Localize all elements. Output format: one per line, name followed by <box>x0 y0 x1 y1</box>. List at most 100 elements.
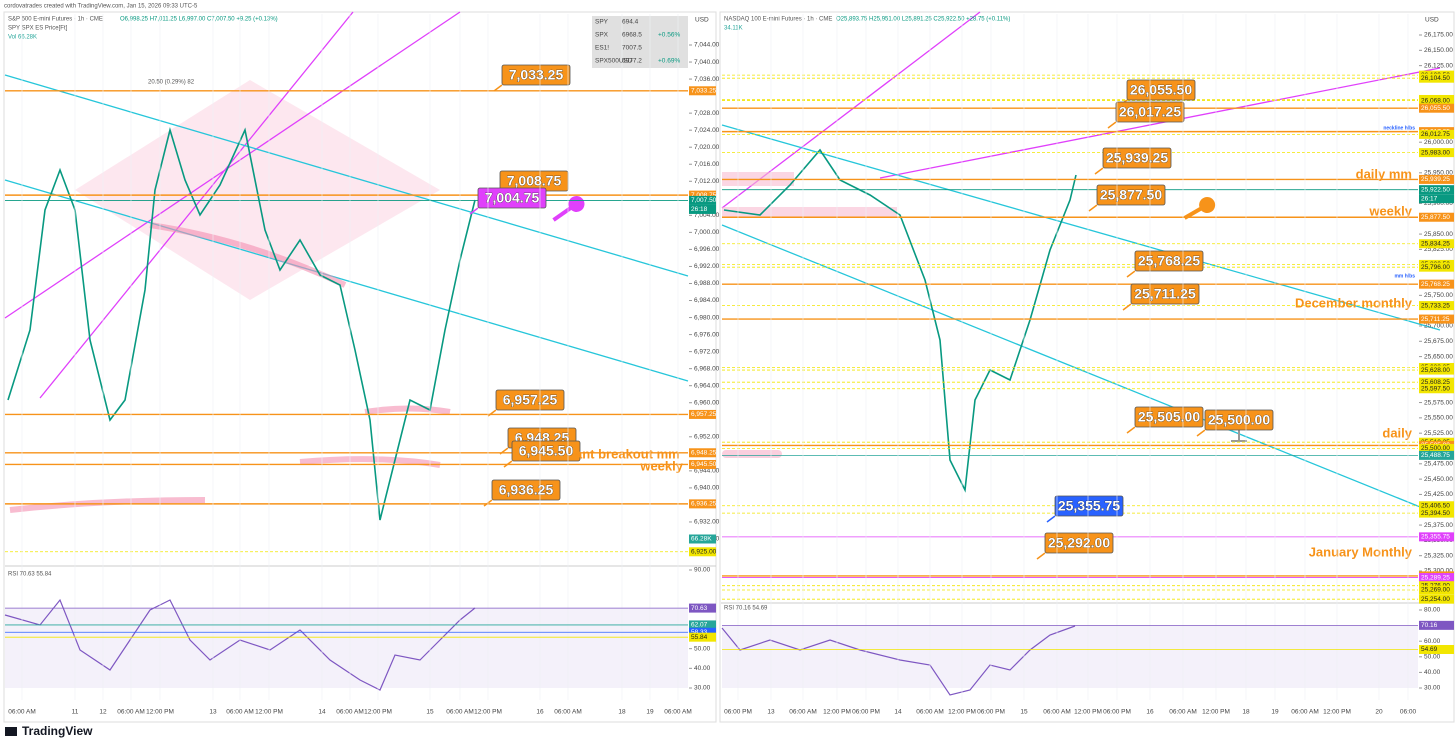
price-tick-label: 26,000.00 <box>1424 139 1453 146</box>
price-badge <box>689 499 716 509</box>
price-tick-label: 25,700.00 <box>1424 323 1453 330</box>
price-badge <box>1419 377 1454 387</box>
callout-pointer <box>1094 167 1104 175</box>
price-badge <box>1419 129 1454 139</box>
trend-line <box>879 67 1441 179</box>
price-badge <box>1419 573 1454 583</box>
time-label: 12:00 PM <box>255 709 283 716</box>
watchlist-cell: SPY <box>595 19 609 26</box>
price-badge <box>689 195 716 205</box>
rsi-badge-label: 54.69 <box>1421 646 1438 653</box>
callout-box <box>477 187 547 209</box>
price-badge <box>1419 594 1454 604</box>
indicator: SPY SPX ES Price[Ft] <box>8 26 68 32</box>
price-tick-label: 26,175.00 <box>1424 32 1453 39</box>
price-tick-label: 6,944.00 <box>694 468 720 475</box>
trend-line <box>721 124 1441 331</box>
rsi-band <box>722 626 1418 688</box>
watchlist-cell: 7007.5 <box>622 45 642 52</box>
callout-label: 25,939.25 <box>1106 150 1168 166</box>
time-label: 06:00 PM <box>977 709 1005 716</box>
price-badge <box>689 86 716 96</box>
time-label: 15 <box>426 709 434 716</box>
rsi-tick-label: 30.00 <box>1424 685 1441 692</box>
price-tick-label: 25,575.00 <box>1424 399 1453 406</box>
highlight-stroke <box>364 405 451 415</box>
callout-box <box>1134 250 1204 272</box>
note: ant breakout mm <box>575 446 680 461</box>
price-badge-label: 26,104.50 <box>1421 75 1450 82</box>
rsi-legend: RSI 70.63 55.84 <box>8 572 52 578</box>
price-badge-label: 25,355.75 <box>1421 534 1450 541</box>
note: mm hlbs <box>1394 273 1415 279</box>
price-tick-label: 6,960.00 <box>694 399 720 406</box>
volume-legend: Vol 66.28K <box>8 35 37 41</box>
price-badge <box>1419 384 1454 394</box>
highlight-stroke <box>9 497 206 513</box>
time-label: 06:00 AM <box>554 709 581 716</box>
time-label: 06:00 AM <box>1291 709 1318 716</box>
price-badge-label: 25,254.00 <box>1421 596 1450 603</box>
brand-logo <box>5 727 17 736</box>
price-badge <box>1419 279 1454 289</box>
callout-label: 25,355.75 <box>1058 498 1120 514</box>
price-badge <box>1419 508 1454 518</box>
time-label: 15 <box>1020 709 1028 716</box>
price-tick-label: 7,040.00 <box>694 59 720 66</box>
watchlist-box <box>592 16 688 68</box>
price-badge-label: 25,834.25 <box>1421 240 1450 247</box>
price-tick-label: 6,932.00 <box>694 519 720 526</box>
callout-pointer <box>1196 429 1206 437</box>
watchlist-cell: 6977.2 <box>622 58 642 65</box>
price-tick-label: 6,988.00 <box>694 280 720 287</box>
time-label: 06:00 AM <box>1043 709 1070 716</box>
price-tick-label: 7,004.00 <box>694 212 720 219</box>
price-badge-label: 25,488.75 <box>1421 452 1450 459</box>
price-badge <box>1419 148 1454 158</box>
rsi-badge-label: 62.07 <box>691 622 708 629</box>
price-badge-label: 25,608.25 <box>1421 379 1450 386</box>
time-label: 16 <box>536 709 544 716</box>
rsi-tick-label: 90.00 <box>694 567 711 574</box>
brand: TradingView <box>22 724 93 738</box>
price-tick-label: 25,650.00 <box>1424 353 1453 360</box>
price-badge <box>689 547 716 557</box>
callout-box <box>1204 409 1274 431</box>
price-tick-label: 6,940.00 <box>694 485 720 492</box>
time-label: 06:00 AM <box>446 709 473 716</box>
price-tick-label: 7,036.00 <box>694 76 720 83</box>
time-label: 06:00 AM <box>226 709 253 716</box>
time-label: 06:00 AM <box>916 709 943 716</box>
time-label: 19 <box>1271 709 1279 716</box>
price-badge <box>689 190 716 200</box>
price-tick-label: 6,972.00 <box>694 348 720 355</box>
price-badge <box>689 448 716 458</box>
watchlist-cell: SPX <box>595 32 609 39</box>
price-tick-label: 25,750.00 <box>1424 292 1453 299</box>
time-label: 06:00 AM <box>664 709 691 716</box>
price-badge-label: 25,628.00 <box>1421 367 1450 374</box>
callout-label: 7,004.75 <box>485 190 540 206</box>
price-tick-label: 7,000.00 <box>694 229 720 236</box>
rsi-badge <box>689 620 716 630</box>
callout-pointer <box>499 447 509 455</box>
price-tick-label: 7,024.00 <box>694 127 720 134</box>
callout-label: 25,877.50 <box>1100 187 1162 203</box>
callout-box <box>491 479 561 501</box>
highlight-zone <box>722 207 897 217</box>
callout-box <box>1126 79 1196 101</box>
watchlist-cell: 6968.5 <box>622 32 642 39</box>
price-badge-label: 7,008.75 <box>691 192 717 199</box>
note: daily mm <box>1356 166 1412 181</box>
price-badge-label: 25,289.25 <box>1421 574 1450 581</box>
price-tick-label: 25,475.00 <box>1424 461 1453 468</box>
callout-pointer <box>503 460 513 468</box>
watchlist-cell: +0.69% <box>658 58 680 65</box>
trend-line <box>4 179 689 382</box>
countdown-badge <box>689 204 716 214</box>
credit: cordovatrades created with TradingView.c… <box>4 4 198 10</box>
volume-legend: 34.11K <box>724 26 743 32</box>
rsi-band <box>5 608 688 688</box>
callout-pointer <box>1036 552 1046 560</box>
